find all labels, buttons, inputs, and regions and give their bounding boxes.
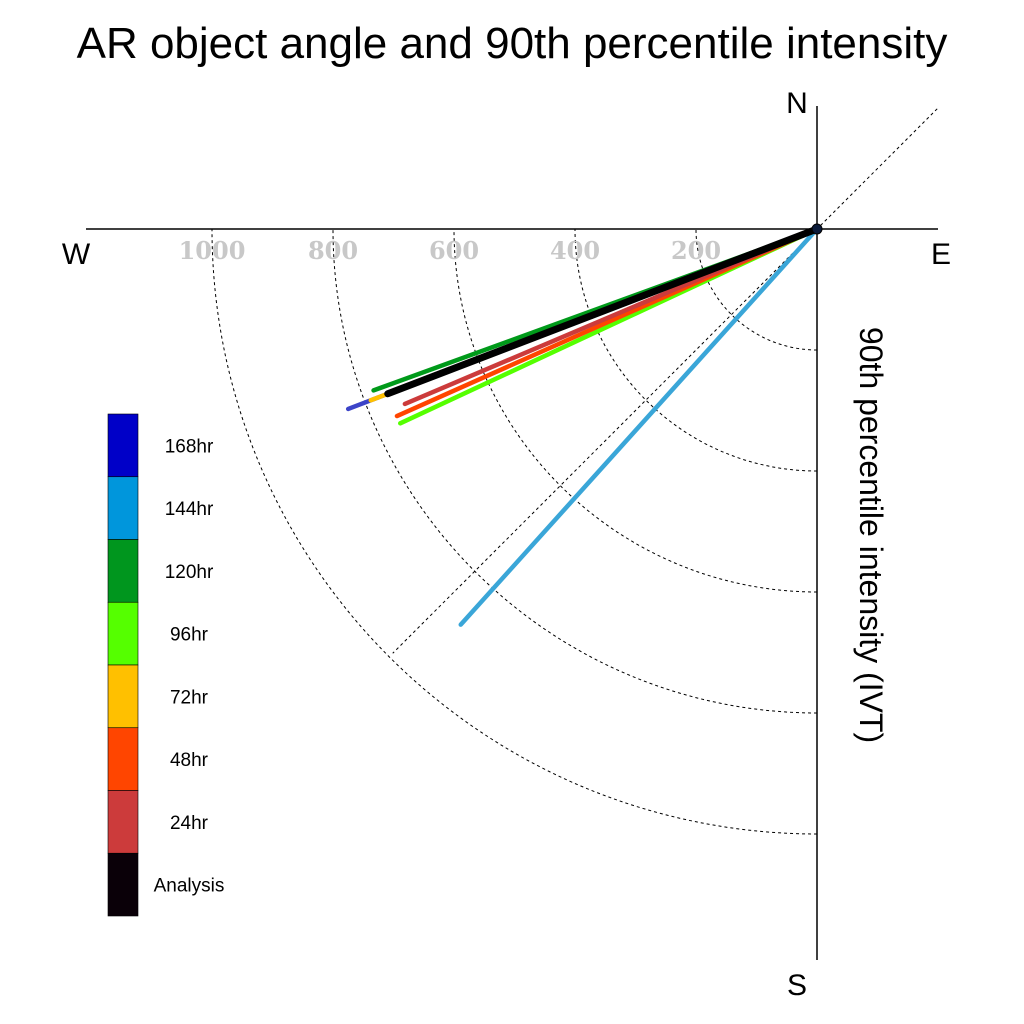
grid-arc-200 <box>695 228 818 351</box>
radial-tick-label-600: 600 <box>429 236 479 265</box>
legend-swatch-168hr <box>107 413 139 478</box>
legend-swatch-24hr <box>107 790 139 854</box>
legend-label-168hr: 168hr <box>165 436 214 457</box>
legend-label-24hr: 24hr <box>170 813 209 834</box>
chart-title: AR object angle and 90th percentile inte… <box>77 19 948 68</box>
legend-label-120hr: 120hr <box>165 562 214 583</box>
legend-label-144hr: 144hr <box>165 499 214 520</box>
radial-tick-labels: 200 400 600 800 1000 <box>179 236 721 265</box>
grid-arc-600 <box>453 228 818 593</box>
grid-arc-1000 <box>211 228 818 835</box>
legend-label-72hr: 72hr <box>170 687 209 708</box>
axes-layer <box>86 106 938 960</box>
compass-north-label: N <box>786 87 808 120</box>
compass-south-label: S <box>787 969 807 1002</box>
series-layer <box>345 223 823 627</box>
compass-east-label: E <box>931 238 951 271</box>
legend-swatch-72hr <box>107 664 139 729</box>
grid-arc-800 <box>332 228 818 714</box>
legend-swatch-96hr <box>107 601 139 666</box>
legend-swatch-analysis <box>107 852 139 917</box>
diagonal-reference-line <box>392 108 938 654</box>
legend: 168hr 144hr 120hr 96hr 72hr 48hr 24hr Analysis <box>107 413 225 917</box>
grid-arc-400 <box>574 228 818 472</box>
legend-label-analysis: Analysis <box>154 876 225 897</box>
legend-swatch-48hr <box>107 727 139 791</box>
grid-layer <box>211 108 938 835</box>
radial-tick-label-200: 200 <box>671 236 721 265</box>
legend-label-48hr: 48hr <box>170 750 209 771</box>
radial-tick-label-400: 400 <box>550 236 600 265</box>
series-vector-144hr <box>458 226 820 627</box>
series-vector-analysis <box>384 225 821 398</box>
radial-tick-label-800: 800 <box>308 236 358 265</box>
legend-swatch-120hr <box>107 539 139 603</box>
radial-tick-label-1000: 1000 <box>179 236 246 265</box>
legend-label-96hr: 96hr <box>170 625 209 646</box>
compass-west-label: W <box>62 238 91 271</box>
origin-marker <box>811 223 823 235</box>
y-axis-label: 90th percentile intensity (IVT) <box>853 327 889 743</box>
legend-swatch-144hr <box>107 476 139 540</box>
